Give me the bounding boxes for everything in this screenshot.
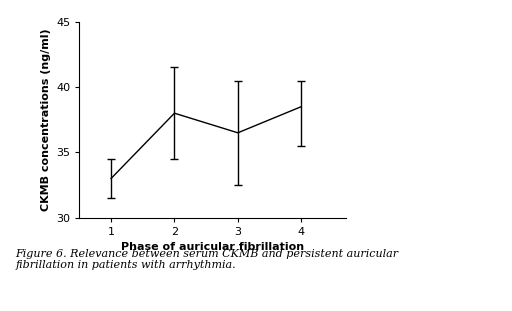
Text: Figure 6. Relevance between serum CKMB and persistent auricular
fibrillation in : Figure 6. Relevance between serum CKMB a… bbox=[15, 249, 398, 270]
Y-axis label: CKMB concentrations (ng/ml): CKMB concentrations (ng/ml) bbox=[40, 28, 51, 211]
X-axis label: Phase of auricular fibrillation: Phase of auricular fibrillation bbox=[121, 242, 304, 252]
